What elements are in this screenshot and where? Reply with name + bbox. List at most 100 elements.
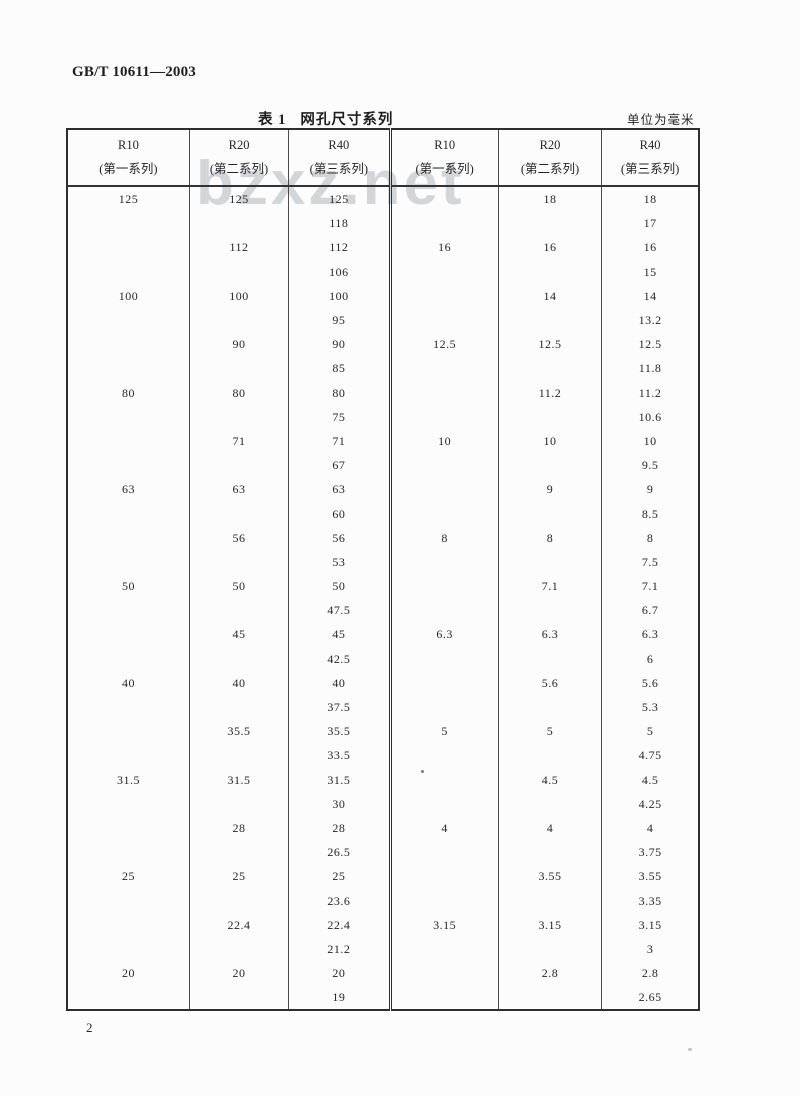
size-cell: 2.65 (601, 985, 699, 1011)
size-cell (66, 525, 190, 550)
size-cell: 6.7 (601, 598, 699, 623)
size-cell: 45 (288, 622, 390, 647)
table-row: 45 45 6.3 6.3 6.3 (66, 622, 699, 647)
column-series-label: (第一系列) (99, 161, 158, 176)
size-cell: 20 (288, 961, 390, 986)
size-cell (497, 985, 602, 1011)
size-cell (388, 283, 499, 308)
table-row: 95 13.2 (66, 307, 699, 333)
size-cell: 8 (497, 525, 602, 550)
size-cell: 12.5 (388, 332, 499, 357)
size-cell (188, 840, 289, 865)
size-cell: 45 (188, 622, 289, 647)
size-cell (388, 791, 499, 816)
size-cell: 9 (497, 477, 602, 502)
table-row: 28 28 4 4 4 (66, 815, 699, 841)
table-row: 67 9.5 (66, 453, 699, 478)
size-cell: 2.8 (497, 961, 602, 986)
size-cell (388, 574, 499, 599)
size-cell: 28 (288, 815, 390, 841)
table-caption-text: 网孔尺寸系列 (300, 112, 394, 128)
scan-speck (421, 770, 424, 773)
size-cell (66, 936, 190, 961)
size-cell: 3.15 (601, 912, 699, 937)
size-cell (66, 985, 190, 1011)
page-number: 2 (86, 1020, 93, 1035)
size-cell: 28 (188, 815, 289, 841)
column-series: R10 (118, 137, 139, 152)
size-cell (497, 453, 602, 478)
size-cell (66, 743, 190, 768)
size-cell: 40 (188, 670, 289, 695)
size-cell: 10.6 (601, 404, 699, 429)
column-header: R10 (第一系列) (388, 129, 499, 187)
size-cell (388, 598, 499, 623)
size-cell: 3.55 (601, 864, 699, 889)
size-cell: 22.4 (288, 912, 390, 937)
size-cell: 3.15 (497, 912, 602, 937)
size-cell (388, 694, 499, 720)
size-cell: 118 (288, 211, 390, 236)
size-cell: 50 (66, 574, 190, 599)
size-cell (66, 211, 190, 236)
size-cell: 5.6 (601, 670, 699, 695)
scan-speck (688, 1048, 692, 1051)
size-cell (497, 356, 602, 381)
unit-note: 单位为毫米 (627, 113, 695, 127)
size-cell: 35.5 (188, 719, 289, 744)
size-cell (497, 211, 602, 236)
table-row: 42.5 6 (66, 646, 699, 671)
size-cell: 3.75 (601, 840, 699, 865)
size-cell (188, 985, 289, 1011)
table-row: 21.2 3 (66, 936, 699, 961)
size-cell: 22.4 (188, 912, 289, 937)
size-cell: 16 (601, 235, 699, 260)
size-cell: 31.5 (188, 767, 289, 792)
size-cell: 63 (188, 477, 289, 502)
table-caption-row: 表 1 网孔尺寸系列 单位为毫米 (0, 108, 800, 128)
size-cell (497, 549, 602, 574)
size-cell: 4.5 (601, 767, 699, 792)
size-cell: 14 (497, 283, 602, 308)
size-cell (188, 888, 289, 913)
size-cell: 40 (66, 670, 190, 695)
size-cell (66, 694, 190, 720)
size-cell: 7.1 (601, 574, 699, 599)
size-cell: 16 (497, 235, 602, 260)
table-row: 118 17 (66, 211, 699, 236)
mesh-size-table: R10 (第一系列) R20 (第二系列) R40 (第三系列) R10 (第一系列) R20 (… (66, 128, 700, 1012)
size-cell (66, 307, 190, 333)
column-series-label: (第一系列) (415, 161, 474, 176)
table-row: 56 56 8 8 8 (66, 525, 699, 550)
size-cell: 30 (288, 791, 390, 816)
size-cell: 35.5 (288, 719, 390, 744)
size-cell: 80 (288, 380, 390, 405)
size-cell: 4 (497, 815, 602, 841)
size-cell (497, 501, 602, 526)
size-cell (388, 186, 499, 212)
table-row: 40 40 40 5.6 5.6 (66, 670, 699, 695)
size-cell: 125 (288, 186, 390, 212)
size-cell (66, 453, 190, 478)
size-cell: 19 (288, 985, 390, 1011)
size-cell: 31.5 (288, 767, 390, 792)
size-cell: 3.35 (601, 888, 699, 913)
size-cell: 63 (288, 477, 390, 502)
column-header: R10 (第一系列) (66, 129, 190, 187)
column-header: R20 (第二系列) (497, 129, 602, 187)
table-row: 53 7.5 (66, 549, 699, 574)
size-cell (188, 404, 289, 429)
size-cell (388, 985, 499, 1011)
table-row: 25 25 25 3.55 3.55 (66, 864, 699, 889)
size-cell: 6.3 (497, 622, 602, 647)
size-cell: 100 (288, 283, 390, 308)
size-cell: 4 (601, 815, 699, 841)
size-cell (188, 307, 289, 333)
size-cell: 25 (288, 864, 390, 889)
size-cell (188, 453, 289, 478)
size-cell: 60 (288, 501, 390, 526)
size-cell: 85 (288, 356, 390, 381)
size-cell (388, 961, 499, 986)
size-cell (388, 646, 499, 671)
size-cell: 75 (288, 404, 390, 429)
